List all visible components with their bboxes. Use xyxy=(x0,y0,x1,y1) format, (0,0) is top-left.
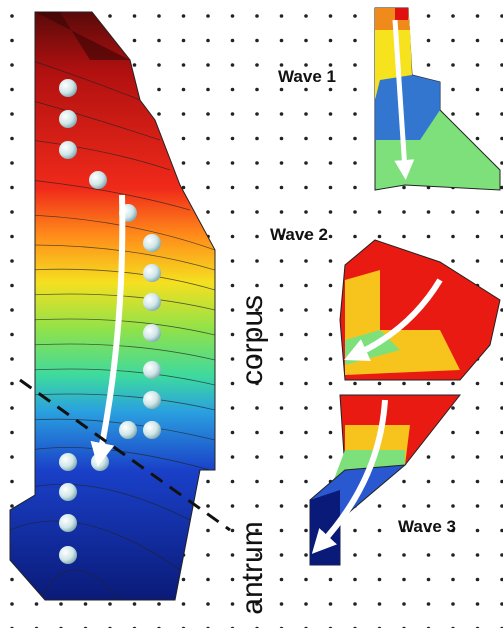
figure: Wave 1 Wave 2 Wave 3 corpus antrum xyxy=(0,0,503,628)
region-label: antrum xyxy=(236,521,269,614)
page: Wave 1 Wave 2 Wave 3 corpus antrum (() =… xyxy=(0,0,503,628)
wave-label: Wave 2 xyxy=(270,225,328,244)
region-label: corpus xyxy=(236,295,269,385)
wave-label: Wave 3 xyxy=(398,517,456,536)
wave-label: Wave 1 xyxy=(278,67,336,86)
